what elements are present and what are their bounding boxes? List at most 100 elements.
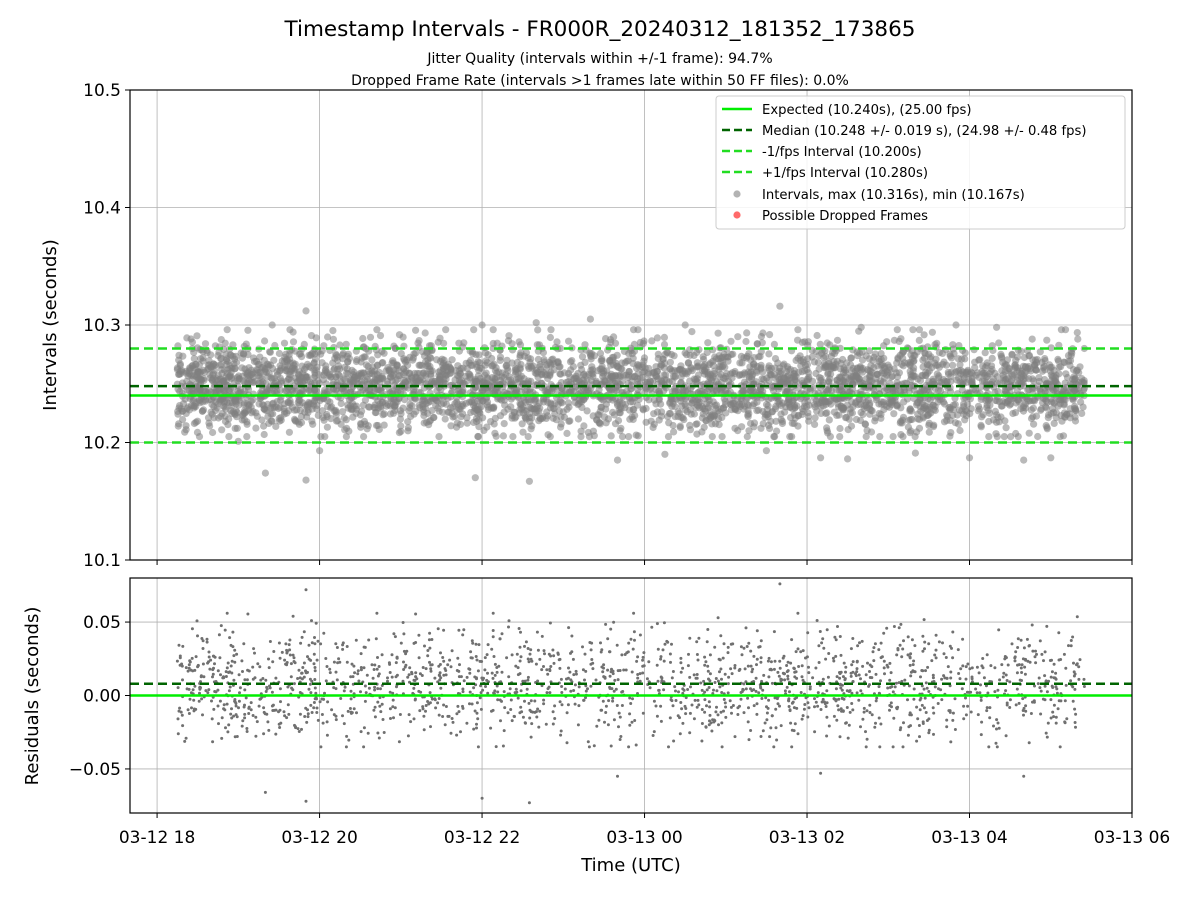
- residual-point: [761, 688, 765, 692]
- residual-point: [436, 701, 440, 705]
- interval-point: [952, 321, 960, 329]
- interval-point: [634, 432, 642, 440]
- interval-point: [765, 421, 773, 429]
- residual-point: [960, 687, 964, 691]
- interval-point: [890, 336, 899, 344]
- residual-point: [690, 703, 694, 707]
- residual-point: [870, 676, 874, 680]
- interval-point: [574, 369, 582, 378]
- interval-point: [288, 403, 297, 411]
- interval-point: [359, 334, 367, 343]
- residual-point: [590, 658, 594, 661]
- residual-point: [813, 705, 816, 709]
- residual-point: [721, 656, 725, 660]
- interval-point: [839, 404, 848, 412]
- interval-point: [907, 407, 916, 415]
- interval-point: [439, 408, 447, 416]
- residual-point: [376, 731, 380, 735]
- interval-point: [872, 375, 880, 383]
- interval-point: [704, 339, 712, 347]
- residual-point: [217, 722, 220, 726]
- residual-point: [922, 687, 926, 691]
- residual-point: [615, 643, 619, 647]
- interval-point: [441, 415, 449, 423]
- residual-point: [325, 665, 329, 668]
- residual-point: [474, 642, 478, 646]
- interval-point: [289, 359, 297, 367]
- residual-point: [302, 661, 306, 665]
- residual-point: [514, 664, 518, 668]
- interval-point: [925, 378, 933, 386]
- residual-point: [301, 666, 305, 669]
- interval-point: [250, 357, 259, 366]
- interval-point: [456, 420, 465, 428]
- interval-point: [455, 339, 463, 347]
- residual-point: [921, 649, 925, 653]
- residual-point: [609, 744, 613, 748]
- interval-point: [862, 433, 870, 441]
- residual-point: [837, 708, 841, 712]
- residual-point: [783, 678, 787, 682]
- interval-point: [368, 356, 376, 364]
- interval-point: [376, 386, 385, 394]
- residual-point: [749, 649, 753, 653]
- interval-point: [499, 432, 507, 440]
- residual-point: [683, 704, 687, 708]
- interval-point: [742, 337, 750, 346]
- interval-point: [771, 355, 780, 363]
- residual-point: [1043, 684, 1047, 688]
- residual-point: [559, 733, 563, 737]
- residual-point: [581, 668, 585, 672]
- residual-point: [996, 721, 1000, 725]
- residual-point: [533, 699, 537, 703]
- interval-point: [825, 378, 833, 386]
- residual-point: [540, 668, 544, 672]
- residual-point: [1027, 741, 1031, 745]
- residual-point: [718, 685, 722, 689]
- interval-point: [261, 337, 269, 345]
- interval-point: [425, 421, 433, 429]
- residual-point: [742, 711, 746, 715]
- interval-point: [404, 424, 412, 432]
- interval-point: [930, 421, 938, 429]
- interval-point: [1062, 370, 1070, 378]
- residual-point: [542, 649, 546, 653]
- interval-point: [949, 406, 958, 414]
- interval-point: [614, 417, 623, 425]
- interval-point: [340, 375, 348, 383]
- residual-point: [1039, 689, 1043, 693]
- residual-point: [313, 686, 317, 690]
- residual-point: [759, 656, 763, 660]
- interval-point: [547, 368, 555, 376]
- residual-point: [229, 664, 233, 668]
- residual-point: [313, 642, 317, 646]
- interval-point: [708, 433, 716, 441]
- interval-point: [198, 407, 206, 415]
- interval-point: [713, 388, 721, 396]
- residual-point: [679, 701, 683, 704]
- interval-point: [221, 366, 229, 374]
- residual-point: [364, 691, 368, 695]
- residual-point: [356, 672, 360, 676]
- interval-point: [744, 411, 752, 419]
- residual-point: [472, 727, 476, 731]
- interval-point: [1063, 411, 1071, 419]
- residual-point: [424, 667, 428, 671]
- residual-point: [818, 630, 822, 633]
- residual-point: [612, 718, 616, 722]
- residual-point: [314, 621, 318, 625]
- residual-point: [901, 647, 905, 651]
- interval-point: [690, 410, 699, 418]
- interval-point: [626, 415, 634, 423]
- residual-point: [749, 664, 753, 668]
- interval-point: [1025, 429, 1033, 437]
- residual-point: [1020, 671, 1024, 674]
- interval-point: [628, 350, 636, 358]
- residual-point: [816, 704, 820, 708]
- interval-point: [1043, 336, 1051, 344]
- residual-point: [401, 621, 405, 624]
- residual-point: [379, 710, 383, 714]
- residual-point: [752, 654, 756, 658]
- residual-point: [312, 706, 316, 710]
- residual-point: [865, 737, 869, 741]
